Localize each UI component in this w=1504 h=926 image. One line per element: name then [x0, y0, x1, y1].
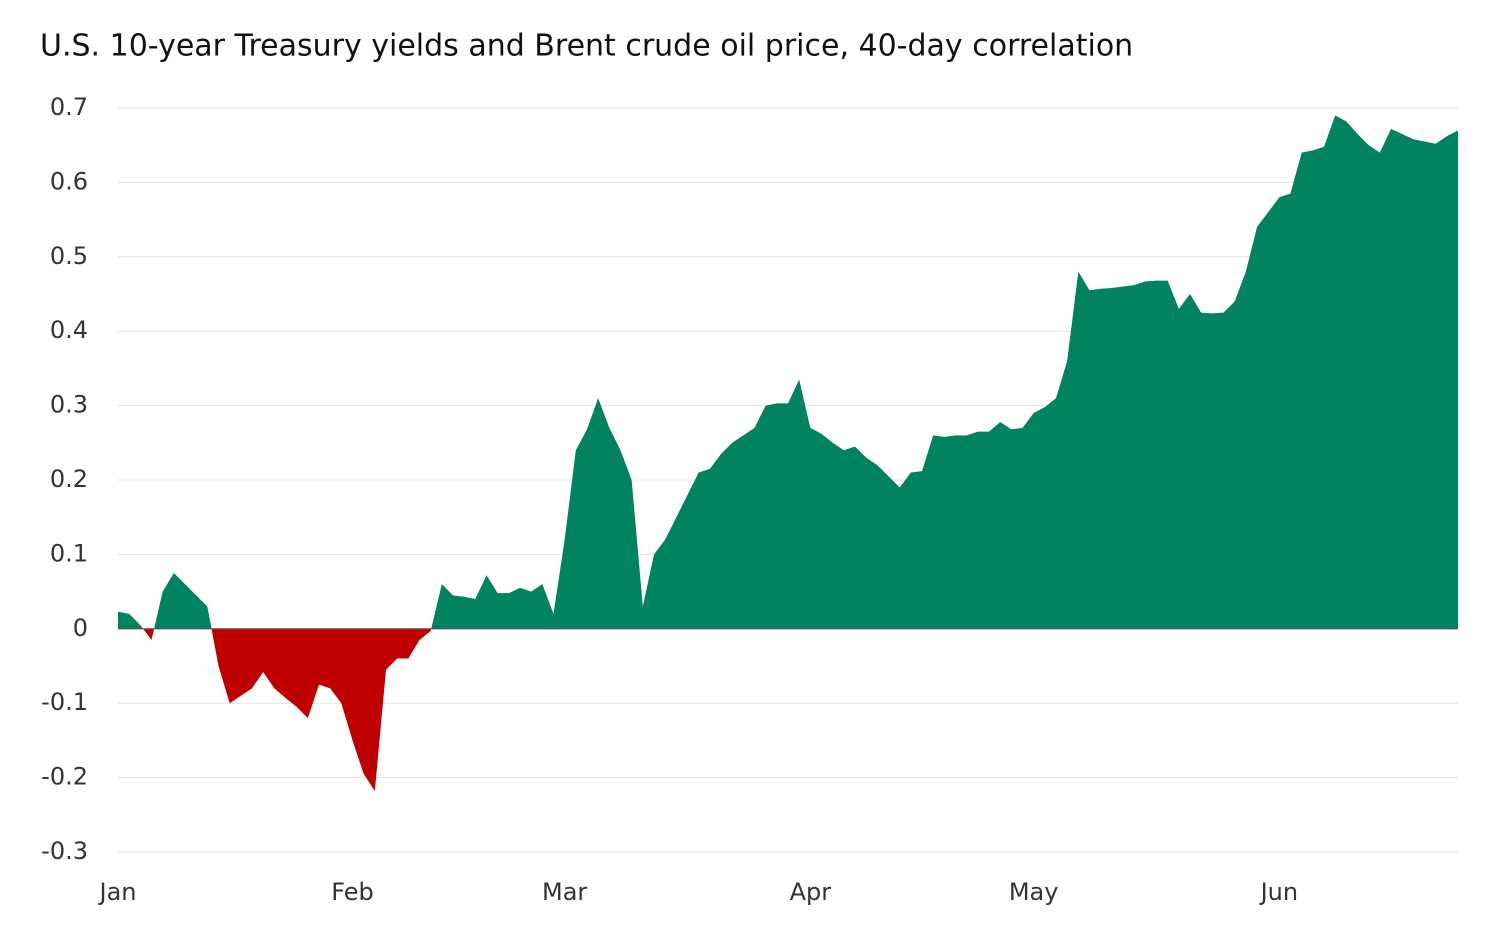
y-tick-label: 0.3: [50, 391, 88, 419]
y-tick-label: 0.2: [50, 465, 88, 493]
y-tick-label: 0.4: [50, 316, 88, 344]
x-tick-label: Apr: [790, 878, 832, 906]
x-tick-label: Jun: [1259, 878, 1299, 906]
negative-area: [118, 628, 1458, 791]
y-tick-label: 0.1: [50, 539, 88, 567]
y-tick-label: 0: [73, 614, 88, 642]
y-tick-label: 0.7: [50, 93, 88, 121]
y-tick-label: -0.3: [41, 837, 88, 865]
x-tick-label: Feb: [331, 878, 374, 906]
y-tick-label: -0.1: [41, 688, 88, 716]
y-tick-label: -0.2: [41, 763, 88, 791]
x-tick-label: May: [1009, 878, 1059, 906]
x-tick-label: Mar: [542, 878, 587, 906]
y-tick-label: 0.5: [50, 242, 88, 270]
y-tick-label: 0.6: [50, 167, 88, 195]
chart-title: U.S. 10-year Treasury yields and Brent c…: [40, 29, 1133, 64]
positive-area: [118, 115, 1458, 629]
x-tick-label: Jan: [98, 878, 137, 906]
